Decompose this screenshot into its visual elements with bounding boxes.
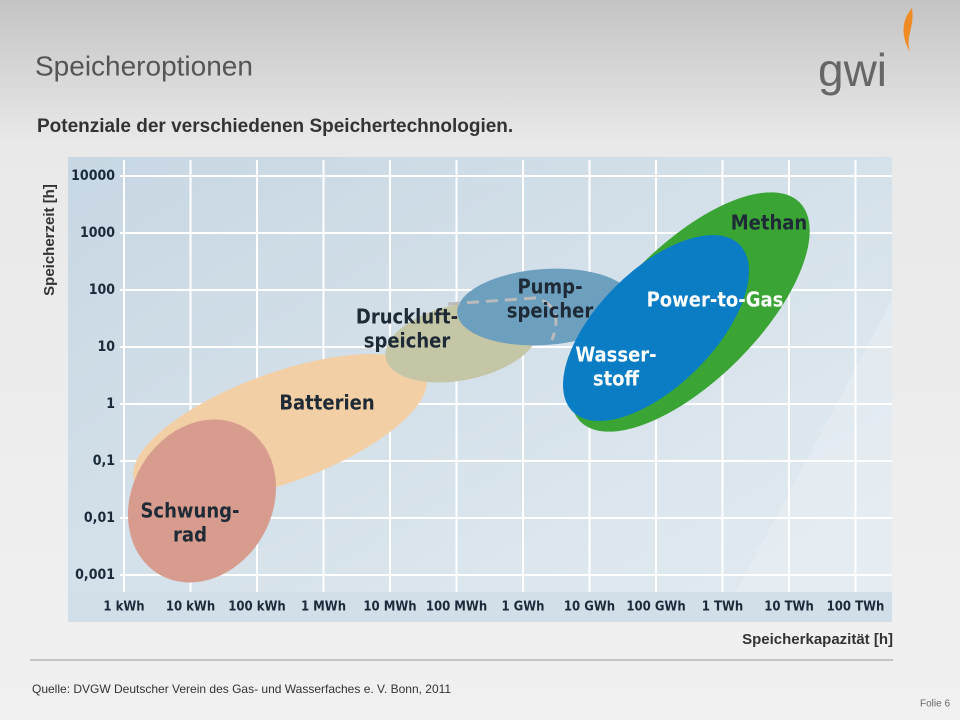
y-axis-label: Speicherzeit [h] (41, 184, 58, 296)
region-label: Druckluft- (356, 305, 458, 329)
region-label: Methan (731, 211, 807, 235)
x-tick-label: 100 MWh (426, 600, 487, 615)
x-tick-label: 10 kWh (166, 600, 215, 615)
x-tick-label: 100 TWh (827, 600, 885, 615)
y-tick-label: 0,1 (93, 453, 115, 469)
region-label: Power-to-Gas (647, 288, 784, 312)
y-tick-label: 1 (106, 396, 115, 412)
region-label: stoff (593, 367, 640, 391)
subtitle: Potenziale der verschiedenen Speichertec… (37, 116, 513, 137)
x-tick-label: 100 GWh (626, 600, 685, 615)
source: Quelle: DVGW Deutscher Verein des Gas- u… (32, 682, 451, 696)
x-axis-label: Speicherkapazität [h] (742, 631, 893, 648)
region-label: speicher (507, 299, 594, 323)
region-label: Pump- (517, 275, 582, 299)
x-tick-label: 100 kWh (228, 600, 286, 615)
region-label: Wasser- (575, 343, 656, 367)
y-tick-label: 10000 (71, 168, 115, 184)
logo-flame (903, 8, 913, 52)
y-tick-label: 100 (89, 282, 116, 298)
y-tick-label: 1000 (80, 225, 115, 241)
region-label: Schwung- (140, 499, 239, 523)
logo: gwi (818, 44, 887, 96)
x-tick-label: 10 TWh (764, 600, 814, 615)
region (127, 419, 277, 583)
x-strip (68, 592, 892, 622)
x-tick-label: 1 TWh (702, 600, 743, 615)
footer: Folie 6 (920, 699, 950, 710)
diagonal (720, 165, 892, 622)
x-tick-label: 10 MWh (363, 600, 416, 615)
x-tick-label: 1 MWh (301, 600, 346, 615)
x-tick-label: 1 GWh (501, 600, 544, 615)
y-tick-label: 0,01 (84, 510, 115, 526)
y-tick-label: 10 (97, 339, 115, 355)
region-label: speicher (364, 329, 451, 353)
x-tick-label: 10 GWh (564, 600, 615, 615)
region-label: Batterien (279, 391, 374, 415)
connector (447, 296, 558, 341)
region-label: rad (173, 523, 207, 547)
region (563, 235, 749, 421)
x-tick-label: 1 kWh (103, 600, 144, 615)
y-tick-label: 0,001 (75, 567, 115, 583)
title: Speicheroptionen (35, 50, 253, 81)
